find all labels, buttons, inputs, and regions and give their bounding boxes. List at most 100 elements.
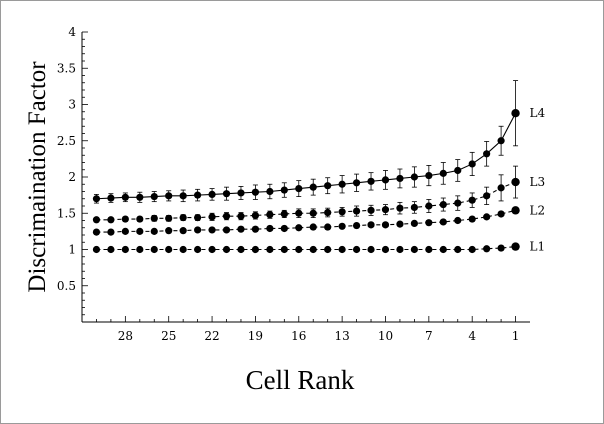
data-point <box>266 211 274 219</box>
series-label-l1: L1 <box>530 240 546 254</box>
data-point <box>439 218 447 226</box>
data-point <box>468 245 476 254</box>
data-point <box>222 212 231 220</box>
data-point <box>396 245 404 254</box>
data-point <box>511 109 520 118</box>
data-point <box>367 177 375 185</box>
y-tick-label: 2 <box>68 170 76 184</box>
y-tick-label: 4 <box>68 25 76 39</box>
data-point <box>237 189 245 197</box>
data-point <box>208 213 216 221</box>
data-point <box>454 166 462 175</box>
y-tick-label: 1 <box>68 243 76 257</box>
data-point <box>222 226 231 234</box>
data-point <box>179 214 187 222</box>
data-point <box>410 203 418 212</box>
data-point <box>280 186 288 194</box>
data-point <box>179 192 187 200</box>
data-point <box>237 225 245 233</box>
data-point <box>425 171 433 180</box>
data-point <box>107 216 115 224</box>
data-point <box>352 221 361 230</box>
series-line-l2 <box>96 209 516 233</box>
data-point <box>121 215 129 223</box>
data-point <box>454 216 462 225</box>
data-point <box>497 210 505 218</box>
data-point <box>425 202 433 210</box>
data-point <box>92 228 101 236</box>
data-point <box>309 223 317 231</box>
data-point <box>309 183 317 191</box>
data-point <box>165 192 173 200</box>
data-point <box>511 177 520 187</box>
series-label-l3: L3 <box>530 175 546 189</box>
series-line-l1 <box>96 246 516 251</box>
y-axis-label: Discrimaination Factor <box>24 61 51 293</box>
data-point <box>107 228 115 236</box>
data-point <box>150 214 158 222</box>
x-tick-label: 7 <box>425 329 433 343</box>
data-point <box>107 245 115 254</box>
data-point <box>439 169 447 177</box>
data-point <box>92 216 101 224</box>
x-tick-label: 16 <box>291 329 306 343</box>
data-point <box>324 245 332 254</box>
data-point <box>136 193 144 201</box>
data-point <box>367 245 375 254</box>
data-point <box>338 208 346 216</box>
data-point <box>295 209 303 217</box>
data-point <box>497 184 505 192</box>
y-tick-label: 3 <box>68 98 76 112</box>
data-point <box>266 187 274 196</box>
data-point <box>121 245 129 254</box>
data-point <box>396 204 404 212</box>
data-point <box>222 245 231 254</box>
data-point <box>179 227 187 235</box>
data-point <box>208 226 216 234</box>
data-point <box>396 220 404 228</box>
series-l1: L1 <box>92 240 546 254</box>
data-point <box>324 223 332 231</box>
data-point <box>179 245 187 254</box>
data-point <box>468 196 476 204</box>
data-point <box>251 225 260 233</box>
data-point <box>165 214 173 222</box>
data-point <box>410 173 418 181</box>
data-point <box>251 188 260 196</box>
series-l3: L3 <box>92 165 546 224</box>
series-line-l4 <box>96 112 517 200</box>
x-tick-label: 25 <box>161 329 176 343</box>
y-tick-label: 1.5 <box>57 206 76 220</box>
data-point <box>410 219 418 227</box>
x-tick-label: 28 <box>118 329 133 343</box>
data-point <box>136 227 144 235</box>
data-point <box>237 212 245 220</box>
y-tick-label: 3.5 <box>57 61 76 75</box>
data-point <box>439 200 447 209</box>
data-point <box>165 227 173 235</box>
series-label-l4: L4 <box>530 106 546 120</box>
data-point <box>194 245 202 254</box>
data-point <box>309 209 317 217</box>
data-point <box>309 245 317 254</box>
data-point <box>266 245 274 254</box>
data-point <box>324 208 332 217</box>
data-point <box>483 192 491 200</box>
data-point <box>454 199 462 207</box>
data-point <box>396 174 404 183</box>
data-point <box>425 245 433 254</box>
data-point <box>497 137 505 145</box>
data-point <box>352 179 361 187</box>
data-point <box>468 215 476 223</box>
data-point <box>338 222 346 230</box>
x-tick-label: 19 <box>248 329 263 343</box>
data-point <box>381 245 390 254</box>
data-point <box>280 224 288 233</box>
data-point <box>280 210 288 218</box>
data-point <box>208 245 216 254</box>
data-point <box>194 226 202 234</box>
x-tick-label: 4 <box>468 329 476 343</box>
x-tick-label: 22 <box>204 329 219 343</box>
data-point <box>483 150 491 158</box>
data-point <box>439 245 447 254</box>
